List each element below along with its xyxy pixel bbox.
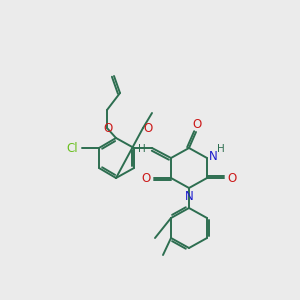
Text: H: H	[217, 144, 225, 154]
Text: O: O	[192, 118, 202, 130]
Text: Cl: Cl	[66, 142, 78, 154]
Text: N: N	[184, 190, 194, 203]
Text: O: O	[227, 172, 237, 185]
Text: O: O	[103, 122, 112, 136]
Text: O: O	[143, 122, 153, 136]
Text: H: H	[138, 144, 146, 154]
Text: N: N	[208, 151, 217, 164]
Text: O: O	[141, 172, 151, 185]
